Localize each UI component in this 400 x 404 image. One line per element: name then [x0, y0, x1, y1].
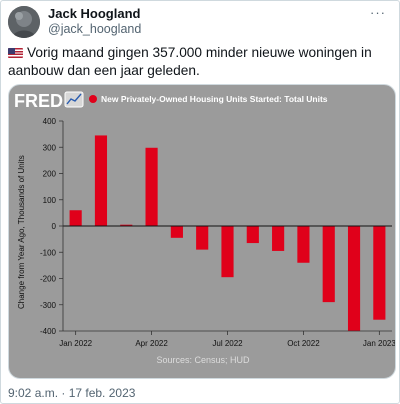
fred-chart-icon: [64, 91, 84, 108]
x-tick-label: Apr 2022: [135, 339, 168, 348]
chart-bar-jun-2022: [196, 226, 209, 250]
chart-bar-oct-2022: [297, 226, 310, 263]
author-name[interactable]: Jack Hoogland: [48, 6, 141, 21]
author-handle[interactable]: @jack_hoogland: [48, 22, 142, 36]
y-tick-label: 100: [43, 196, 57, 205]
tweet-media-chart[interactable]: FRED New Privately-Owned Housing Units S…: [8, 84, 396, 379]
fred-logo: FRED: [14, 91, 63, 111]
chart-bar-dec-2022: [347, 226, 361, 331]
y-tick-label: -100: [40, 248, 57, 257]
chart-bar-feb-2022: [94, 135, 108, 226]
x-tick-label: Jul 2022: [212, 339, 243, 348]
x-tick-label: Jan 2023: [363, 339, 396, 348]
tweet-text: Vorig maand gingen 357.000 minder nieuwe…: [8, 44, 396, 80]
chart-bar-aug-2022: [246, 226, 259, 244]
chart-bar-may-2022: [170, 226, 183, 238]
legend-marker: [89, 95, 97, 103]
y-tick-label: -200: [40, 275, 57, 284]
y-tick-label: 300: [43, 143, 57, 152]
chart-bar-apr-2022: [145, 147, 158, 226]
chart-bar-nov-2022: [322, 226, 335, 303]
y-axis-label: Change from Year Ago, Thousands of Units: [17, 155, 26, 309]
chart-bar-jan-2023: [373, 226, 386, 320]
y-tick-label: 0: [52, 222, 57, 231]
avatar[interactable]: [8, 6, 40, 38]
y-tick-label: 200: [43, 170, 57, 179]
x-tick-label: Oct 2022: [287, 339, 320, 348]
fred-chart: FRED New Privately-Owned Housing Units S…: [14, 91, 396, 365]
chart-bar-jan-2022: [69, 210, 82, 226]
y-tick-label: -400: [40, 327, 57, 336]
chart-title: New Privately-Owned Housing Units Starte…: [101, 94, 328, 104]
tweet-timestamp[interactable]: 9:02 a.m. · 17 feb. 2023: [8, 386, 136, 400]
y-tick-label: -300: [40, 301, 57, 310]
profile-photo: [8, 6, 40, 38]
chart-bar-jul-2022: [221, 226, 234, 278]
chart-bar-mar-2022: [120, 224, 133, 226]
tweet-body: Vorig maand gingen 357.000 minder nieuwe…: [8, 45, 372, 78]
chart-source: Sources: Census; HUD: [156, 355, 250, 365]
us-flag-icon: [8, 48, 23, 58]
x-tick-label: Jan 2022: [59, 339, 92, 348]
y-tick-label: 400: [43, 117, 57, 126]
more-options-icon[interactable]: ···: [370, 5, 386, 20]
chart-bar-sep-2022: [272, 226, 285, 251]
